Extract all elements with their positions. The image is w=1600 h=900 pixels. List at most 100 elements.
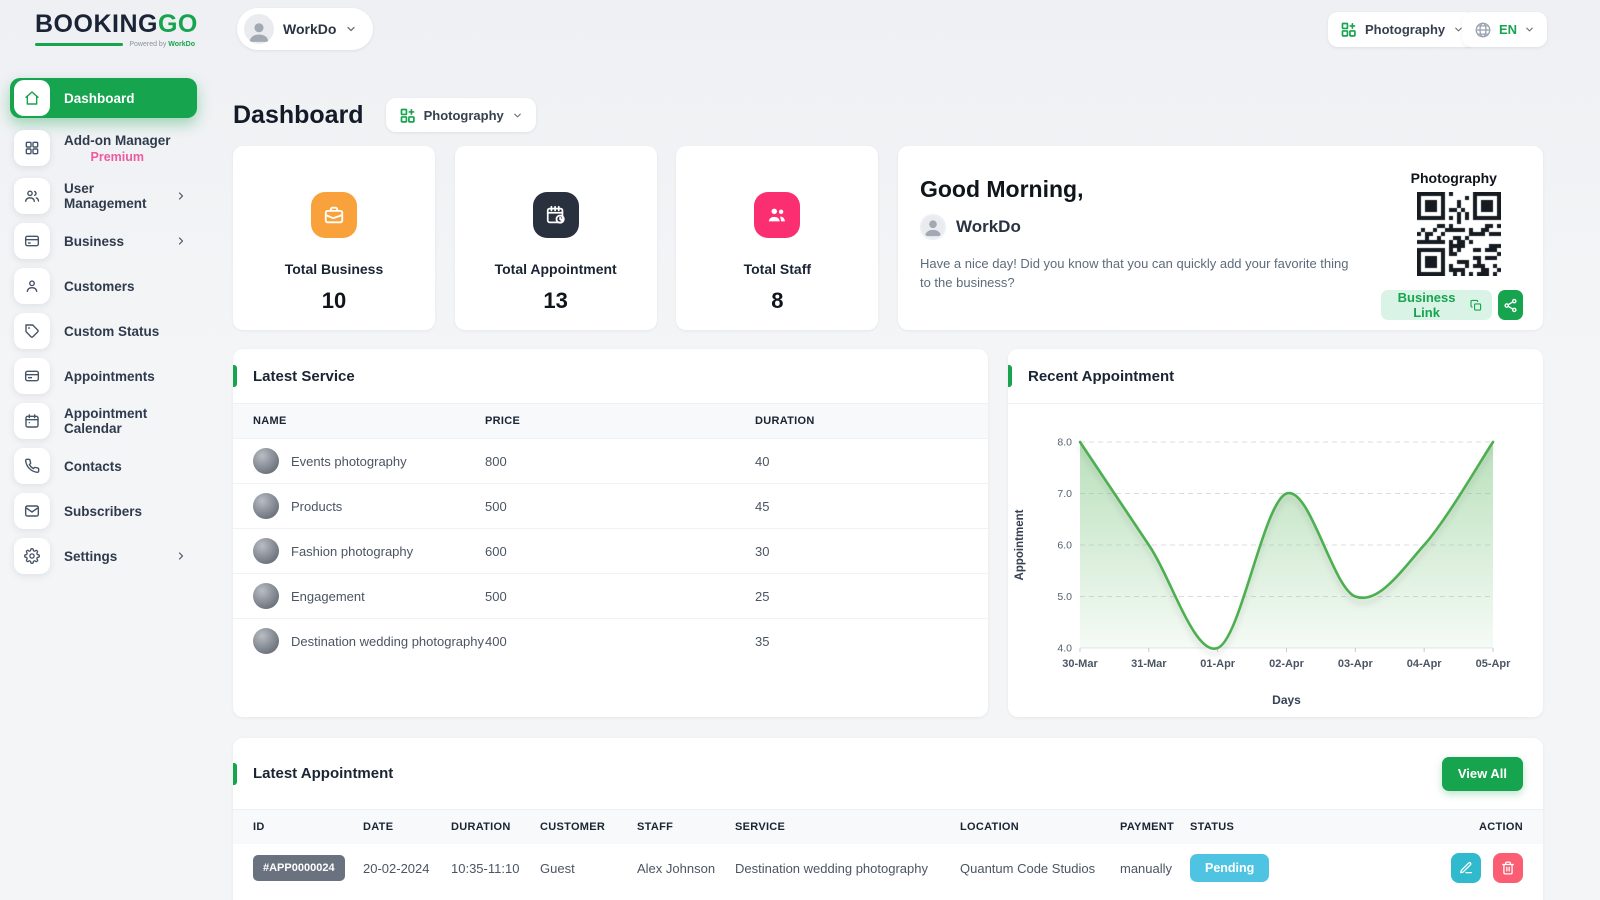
appointment-payment: manually (1120, 860, 1173, 876)
stat-card-total-staff: Total Staff 8 (676, 146, 879, 330)
service-row: Engagement 500 25 (233, 573, 988, 619)
appointment-date: 20-02-2024 (363, 860, 430, 876)
service-row: Products 500 45 (233, 483, 988, 529)
service-row: Events photography 800 40 (233, 438, 988, 484)
calendar-clock-icon (532, 192, 579, 238)
x-tick-label: 30-Mar (1062, 658, 1098, 670)
briefcase-icon (311, 192, 357, 238)
sidebar-item-business[interactable]: Business (10, 223, 197, 259)
service-thumbnail (253, 628, 279, 654)
sidebar-item-label: Customers (64, 278, 135, 294)
latest-service-table: NAME PRICE DURATION Events photography 8… (233, 404, 988, 663)
appointment-area-chart: 4.0 5.0 6.0 7.0 8.0 30-Mar 31-Mar 01-Apr 02-Apr 0… (1014, 437, 1511, 708)
business-link-copy-button[interactable]: Business Link (1380, 290, 1493, 320)
sidebar-item-customers[interactable]: Customers (10, 268, 197, 304)
latest-service-card: Latest Service NAME PRICE DURATION Event… (233, 349, 988, 717)
chevron-down-icon (347, 26, 356, 32)
sidebar: Dashboard Add-on Manager Premium User Ma… (10, 78, 197, 574)
stat-card-total-appointment: Total Appointment 13 (454, 146, 657, 330)
column-header-price: PRICE (485, 404, 755, 439)
chevron-down-icon (513, 113, 521, 117)
view-all-button[interactable]: View All (1441, 756, 1523, 791)
chevron-right-icon (178, 552, 184, 560)
stat-label: Total Appointment (494, 261, 617, 277)
sidebar-item-label: Add-on Manager (64, 132, 171, 148)
service-price: 800 (485, 438, 755, 484)
x-axis-label: Days (1272, 693, 1301, 707)
app-logo[interactable]: BOOKINGGO Powered by WorkDo (35, 10, 198, 48)
x-tick-label: 04-Apr (1407, 658, 1443, 670)
workspace-dropdown[interactable]: WorkDo (237, 8, 374, 50)
column-header-customer: CUSTOMER (540, 810, 637, 844)
sidebar-item-user-management[interactable]: User Management (10, 178, 197, 214)
appointment-row: #APP0000024 20-02-2024 10:35-11:10 Guest… (233, 844, 1543, 892)
column-header-location: LOCATION (960, 810, 1120, 844)
delete-button[interactable] (1493, 853, 1523, 883)
chart-line (1078, 440, 1495, 650)
service-duration: 40 (755, 438, 988, 484)
sidebar-item-label: Business (64, 233, 125, 249)
card-accent (233, 365, 237, 387)
appointment-id-badge: #APP0000024 (253, 855, 345, 881)
calendar-icon (14, 403, 50, 439)
language-dropdown[interactable]: EN (1462, 12, 1548, 47)
grid-plus-icon (1341, 22, 1356, 37)
sidebar-item-appointments[interactable]: Appointments (10, 358, 197, 394)
chevron-down-icon (1526, 27, 1533, 32)
appointment-service: Destination wedding photography (735, 860, 928, 876)
x-tick-label: 02-Apr (1269, 658, 1305, 670)
sidebar-item-addon-manager[interactable]: Add-on Manager Premium (10, 127, 197, 169)
gear-icon (14, 538, 50, 574)
business-link-label: Business Link (1397, 290, 1456, 320)
card-icon (14, 358, 50, 394)
phone-icon (14, 448, 50, 484)
column-header-name: NAME (233, 404, 485, 439)
sidebar-item-contacts[interactable]: Contacts (10, 448, 197, 484)
service-duration: 45 (755, 483, 988, 529)
service-duration: 30 (755, 528, 988, 574)
sidebar-item-subscribers[interactable]: Subscribers (10, 493, 197, 529)
logo-text: BOOKINGGO (35, 10, 198, 38)
service-name: Fashion photography (291, 543, 414, 559)
service-name: Engagement (291, 588, 365, 604)
latest-appointment-card: Latest Appointment View All ID DATE DURA… (233, 738, 1543, 900)
service-duration: 35 (755, 618, 988, 663)
sidebar-item-label: Contacts (64, 458, 122, 474)
recent-appointment-title: Recent Appointment (1028, 367, 1175, 385)
page-business-filter-dropdown[interactable]: Photography (385, 98, 536, 132)
business-selector-label: Photography (1365, 22, 1446, 37)
mail-icon (14, 493, 50, 529)
sidebar-item-label: Appointments (64, 368, 155, 384)
y-tick-label: 5.0 (1057, 591, 1072, 603)
appointment-location: Quantum Code Studios (960, 860, 1096, 876)
pencil-icon (1460, 862, 1473, 874)
greeting-title: Good Morning, (919, 176, 1084, 202)
user-avatar (244, 14, 274, 44)
latest-appointment-title: Latest Appointment (253, 765, 394, 782)
stat-value: 8 (771, 288, 784, 313)
sidebar-item-settings[interactable]: Settings (10, 538, 197, 574)
trash-icon (1502, 861, 1514, 875)
share-button[interactable] (1498, 290, 1523, 320)
card-accent (1008, 365, 1012, 387)
user-avatar (919, 214, 946, 240)
stat-label: Total Business (284, 261, 384, 277)
sidebar-item-dashboard[interactable]: Dashboard (10, 78, 197, 118)
x-tick-label: 01-Apr (1200, 658, 1236, 670)
sidebar-item-custom-status[interactable]: Custom Status (10, 313, 197, 349)
chevron-right-icon (178, 192, 184, 200)
people-icon (754, 192, 801, 238)
grid-icon (14, 130, 50, 166)
sidebar-item-appointment-calendar[interactable]: Appointment Calendar (10, 403, 197, 439)
language-label: EN (1499, 22, 1518, 37)
latest-appointment-table: ID DATE DURATION CUSTOMER STAFF SERVICE … (233, 810, 1543, 892)
sidebar-item-label: Dashboard (64, 90, 135, 106)
person-icon (925, 220, 941, 237)
column-header-staff: STAFF (637, 810, 735, 844)
column-header-date: DATE (363, 810, 451, 844)
edit-button[interactable] (1451, 853, 1482, 883)
greeting-card: Good Morning, WorkDo Have a nice day! Di… (897, 146, 1543, 330)
copy-icon (1470, 299, 1482, 311)
stat-label: Total Staff (743, 261, 812, 277)
business-selector-dropdown[interactable]: Photography (1328, 12, 1477, 47)
